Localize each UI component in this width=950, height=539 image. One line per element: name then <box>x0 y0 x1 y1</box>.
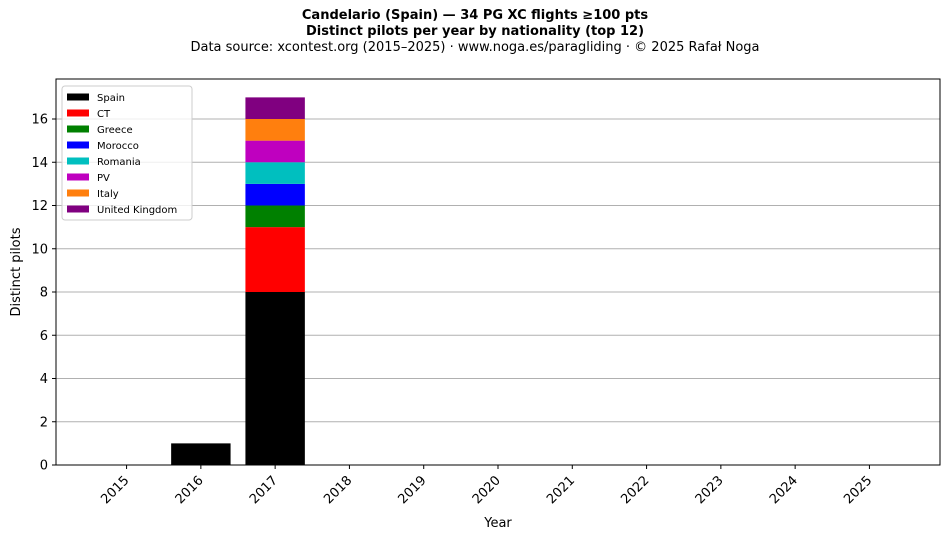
chart-source-line: Data source: xcontest.org (2015–2025) · … <box>190 40 760 55</box>
y-tick-label-8: 8 <box>40 286 48 301</box>
legend: Spain CT Greece Morocco Romania PV Italy United… <box>61 85 193 221</box>
x-tick-label-2023: 2023 <box>693 473 727 507</box>
legend-swatch-united-kingdom <box>67 205 89 213</box>
bar-2017-romania <box>245 162 305 184</box>
legend-swatch-spain <box>67 93 89 101</box>
x-tick-label-2021: 2021 <box>544 473 578 507</box>
bar-2016-spain <box>171 443 231 465</box>
bar-2017-ct <box>245 227 305 293</box>
y-tick-label-0: 0 <box>40 459 48 474</box>
bar-2017-greece <box>245 205 305 228</box>
y-tick-label-14: 14 <box>31 156 48 171</box>
x-tick-label-2018: 2018 <box>321 473 355 507</box>
y-axis: 0 2 4 6 8 10 12 14 16 <box>31 113 56 474</box>
legend-label-pv: PV <box>97 173 110 184</box>
legend-swatch-romania <box>67 157 89 165</box>
x-tick-label-2020: 2020 <box>470 473 504 507</box>
y-tick-label-2: 2 <box>40 415 48 430</box>
y-tick-label-6: 6 <box>40 329 48 344</box>
x-tick-label-2022: 2022 <box>618 473 652 507</box>
x-tick-label-2016: 2016 <box>173 473 207 507</box>
bar-2017-pv <box>245 140 305 163</box>
y-tick-label-16: 16 <box>31 113 48 128</box>
legend-swatch-pv <box>67 173 89 181</box>
bar-2017-italy <box>245 119 305 141</box>
bar-2017-spain <box>245 292 305 465</box>
legend-label-ct: CT <box>97 109 111 120</box>
x-tick-label-2019: 2019 <box>396 473 430 507</box>
y-tick-label-4: 4 <box>40 372 48 387</box>
x-tick-label-2024: 2024 <box>767 473 801 507</box>
bar-2017-united-kingdom <box>245 97 305 120</box>
legend-swatch-morocco <box>67 141 89 149</box>
bars <box>171 97 305 465</box>
x-tick-label-2025: 2025 <box>841 473 875 507</box>
legend-label-greece: Greece <box>97 125 133 136</box>
x-tick-label-2015: 2015 <box>98 473 132 507</box>
x-tick-label-2017: 2017 <box>247 473 281 507</box>
y-tick-label-12: 12 <box>31 199 48 214</box>
chart-title-block: Candelario (Spain) — 34 PG XC flights ≥1… <box>0 8 950 56</box>
y-axis-label: Distinct pilots <box>9 227 24 316</box>
legend-swatch-ct <box>67 109 89 117</box>
legend-label-united-kingdom: United Kingdom <box>97 205 177 216</box>
chart-title: Candelario (Spain) — 34 PG XC flights ≥1… <box>301 8 649 23</box>
legend-swatch-greece <box>67 125 89 133</box>
chart-subtitle: Distinct pilots per year by nationality … <box>305 24 645 39</box>
legend-swatch-italy <box>67 189 89 197</box>
legend-label-morocco: Morocco <box>97 141 139 152</box>
bar-2017-morocco <box>245 183 305 206</box>
legend-box <box>61 85 193 221</box>
legend-label-spain: Spain <box>97 93 125 104</box>
legend-label-romania: Romania <box>97 157 141 168</box>
x-axis-label: Year <box>483 516 512 531</box>
legend-label-italy: Italy <box>97 189 119 200</box>
y-tick-label-10: 10 <box>31 242 48 257</box>
x-axis: 2015 2016 2017 2018 2019 2020 2021 2022 2023 2024… <box>98 465 875 507</box>
